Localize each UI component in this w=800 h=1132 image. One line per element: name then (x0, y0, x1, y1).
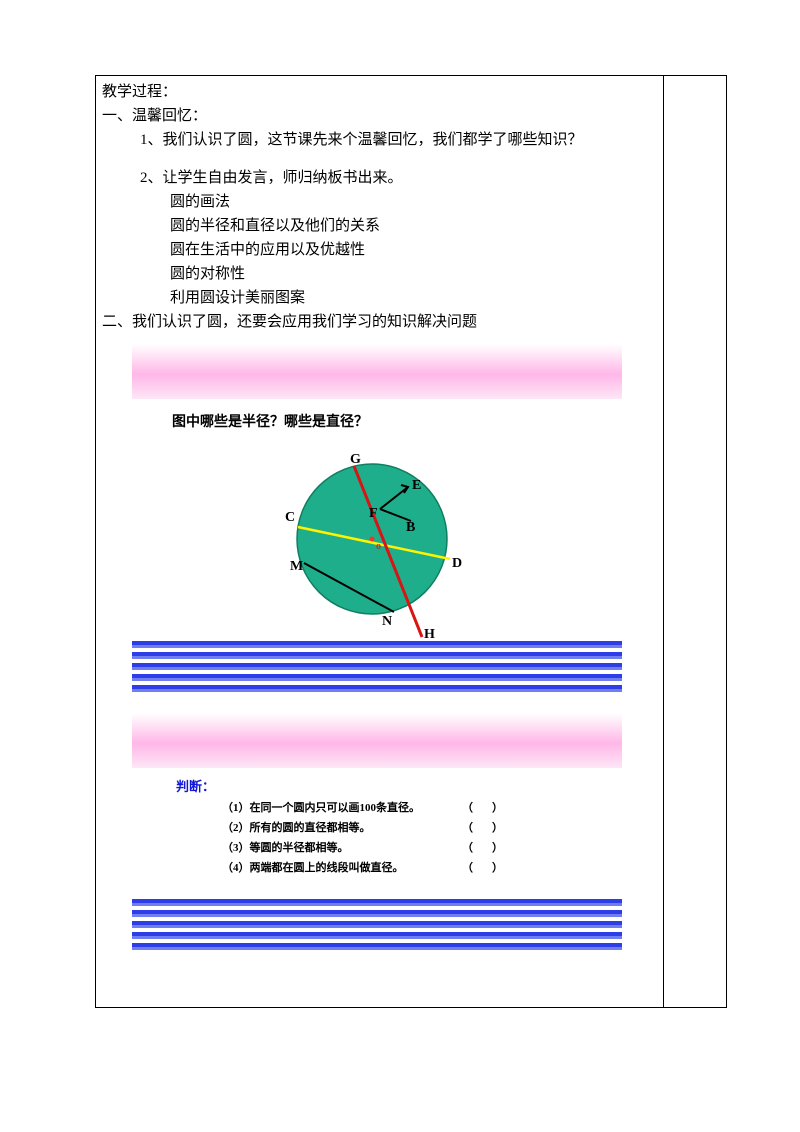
heading-1: 一、温馨回忆： (102, 104, 657, 128)
judge-item: （3）等圆的半径都相等。 （ ） (132, 837, 622, 857)
text-line: 1、我们认识了圆，这节课先来个温馨回忆，我们都学了哪些知识？ (102, 128, 657, 152)
blue-stripe-bottom (132, 897, 622, 953)
point-label-N: N (382, 614, 392, 629)
document-table: 教学过程： 一、温馨回忆： 1、我们认识了圆，这节课先来个温馨回忆，我们都学了哪… (95, 75, 727, 1008)
pink-gradient-top (132, 344, 622, 399)
text-line: 2、让学生自由发言，师归纳板书出来。 (102, 166, 657, 190)
list-item: 圆在生活中的应用以及优越性 (102, 238, 657, 262)
point-label-B: B (406, 520, 415, 535)
circle-diagram: G E F B C M D N H o (132, 439, 622, 639)
heading-2: 二、我们认识了圆，还要会应用我们学习的知识解决问题 (102, 310, 657, 334)
question-title: 图中哪些是半径？哪些是直径？ (132, 399, 622, 439)
list-item: 利用圆设计美丽图案 (102, 286, 657, 310)
point-label-D: D (452, 556, 462, 571)
list-item: 圆的对称性 (102, 262, 657, 286)
judge-item: （4）两端都在圆上的线段叫做直径。 （ ） (132, 857, 622, 877)
text-line: 教学过程： (102, 80, 657, 104)
point-label-F: F (369, 506, 378, 521)
judge-title: 判断： (132, 768, 622, 797)
judge-item: （2）所有的圆的直径都相等。 （ ） (132, 817, 622, 837)
margin-column (664, 76, 727, 1008)
point-label-E: E (412, 478, 421, 493)
pink-gradient-top (132, 713, 622, 768)
point-label-M: M (290, 559, 303, 574)
point-label-G: G (350, 452, 361, 467)
point-label-H: H (424, 627, 435, 642)
list-item: 圆的半径和直径以及他们的关系 (102, 214, 657, 238)
list-item: 圆的画法 (102, 190, 657, 214)
point-label-O: o (376, 541, 381, 552)
slide-judge: 判断： （1）在同一个圆内只可以画100条直径。 （ ） （2）所有的圆的直径都… (132, 713, 622, 953)
judge-item: （1）在同一个圆内只可以画100条直径。 （ ） (132, 797, 622, 817)
point-label-C: C (285, 510, 295, 525)
slide-circle-diagram: 图中哪些是半径？哪些是直径？ G E (132, 344, 622, 695)
